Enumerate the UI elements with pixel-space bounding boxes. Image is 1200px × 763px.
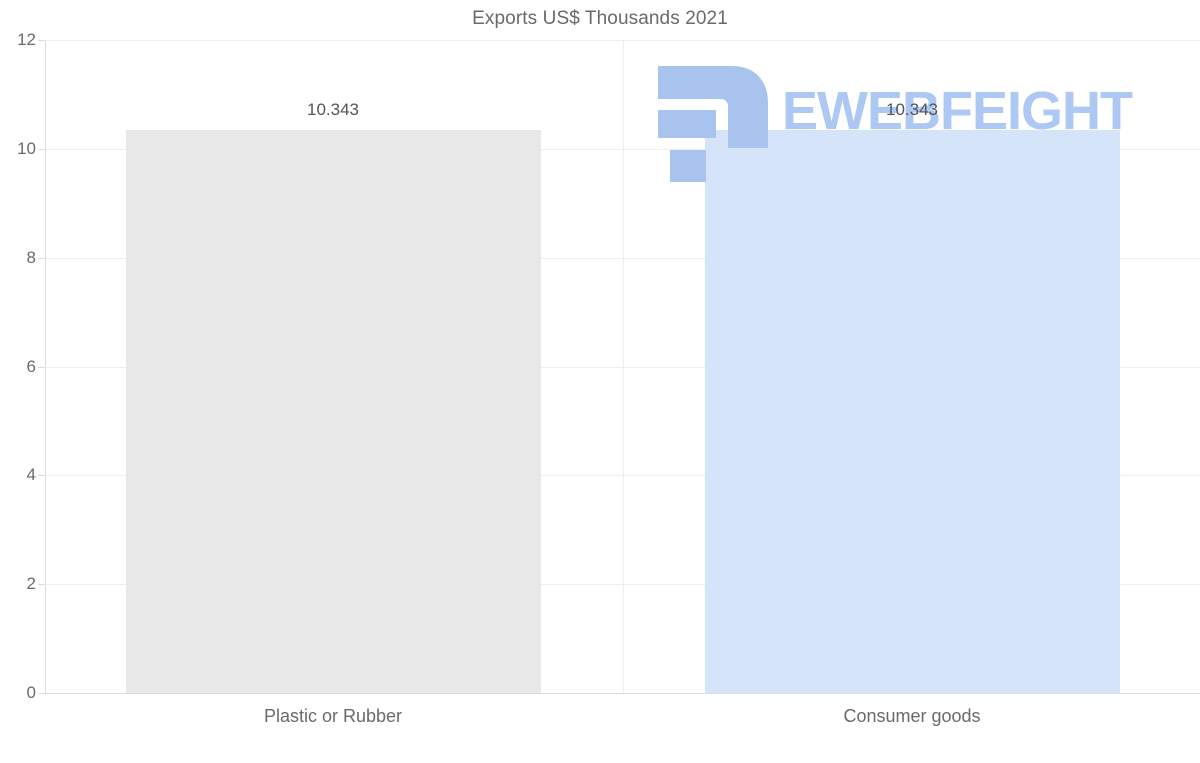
bar-consumer-goods[interactable] [705,130,1120,693]
y-axis-tick-mark-6 [38,366,45,368]
y-axis-tick-8: 8 [26,247,36,267]
y-axis-tick-4: 4 [26,465,36,485]
gridline-4 [45,475,1200,477]
gridline-12 [45,40,1200,41]
y-axis-tick-mark-4 [38,475,45,477]
y-axis-tick-mark-10 [38,148,45,150]
category-divider [623,40,624,693]
y-axis-tick-2: 2 [26,574,36,594]
gridline-10 [45,148,1200,150]
gridline-2 [45,584,1200,586]
gridline-6 [45,366,1200,368]
y-axis-tick-mark-2 [38,584,45,586]
y-axis-tick-6: 6 [26,356,36,376]
y-axis-tick-10: 10 [17,138,36,158]
bar-plastic-or-rubber[interactable] [126,130,541,693]
y-axis-tick-mark-12 [38,40,45,41]
plot-area [45,40,1200,694]
bar-value-label-plastic-or-rubber: 10.343 [307,100,359,119]
y-axis-tick-12: 12 [17,30,36,49]
y-axis-tick-mark-0 [38,693,45,694]
x-axis-label-consumer-goods: Consumer goods [843,706,981,726]
chart-title: Exports US$ Thousands 2021 [472,8,728,29]
bar-value-label-consumer-goods: 10.343 [886,100,938,119]
x-axis-label-plastic-or-rubber: Plastic or Rubber [263,706,403,726]
y-axis-tick-mark-8 [38,257,45,259]
y-axis-tick-0: 0 [26,683,36,702]
gridline-8 [45,257,1200,259]
gridline-0-baseline [45,693,1200,694]
